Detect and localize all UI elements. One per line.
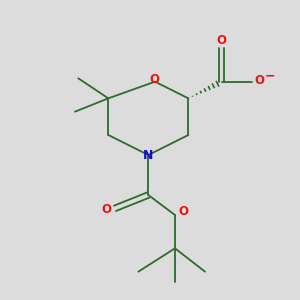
Text: −: − <box>265 69 275 82</box>
Text: O: O <box>149 73 159 86</box>
Text: O: O <box>217 34 227 47</box>
Text: O: O <box>178 205 188 218</box>
Text: O: O <box>101 203 111 216</box>
Text: N: N <box>143 148 154 161</box>
Text: O: O <box>254 74 264 87</box>
